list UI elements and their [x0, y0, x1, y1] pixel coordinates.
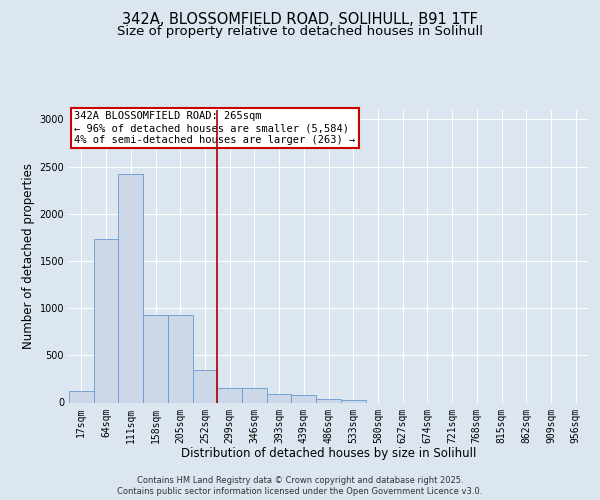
Text: Size of property relative to detached houses in Solihull: Size of property relative to detached ho… [117, 25, 483, 38]
Text: 342A BLOSSOMFIELD ROAD: 265sqm
← 96% of detached houses are smaller (5,584)
4% o: 342A BLOSSOMFIELD ROAD: 265sqm ← 96% of … [74, 112, 355, 144]
Bar [267, 394, 292, 402]
Bar [143, 315, 168, 402]
Bar [242, 388, 267, 402]
Text: Contains HM Land Registry data © Crown copyright and database right 2025.: Contains HM Land Registry data © Crown c… [137, 476, 463, 485]
Y-axis label: Number of detached properties: Number of detached properties [22, 163, 35, 349]
Bar [193, 370, 217, 402]
Bar [341, 400, 365, 402]
X-axis label: Distribution of detached houses by size in Solihull: Distribution of detached houses by size … [181, 447, 476, 460]
Text: Contains public sector information licensed under the Open Government Licence v3: Contains public sector information licen… [118, 487, 482, 496]
Bar [168, 315, 193, 402]
Bar [118, 174, 143, 402]
Bar [316, 398, 341, 402]
Bar [69, 391, 94, 402]
Bar [94, 240, 118, 402]
Bar [217, 388, 242, 402]
Text: 342A, BLOSSOMFIELD ROAD, SOLIHULL, B91 1TF: 342A, BLOSSOMFIELD ROAD, SOLIHULL, B91 1… [122, 12, 478, 28]
Bar [292, 395, 316, 402]
